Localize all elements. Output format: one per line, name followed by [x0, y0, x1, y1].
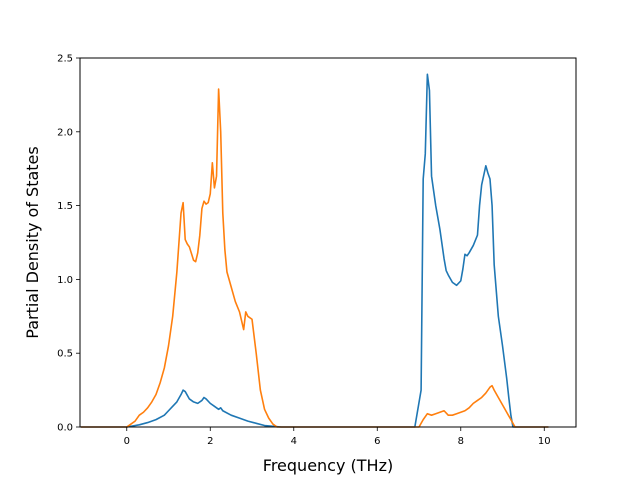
plot-frame	[79, 57, 577, 428]
x-axis-label: Frequency (THz)	[263, 456, 393, 475]
x-tick-label: 4	[291, 436, 297, 447]
y-tick-label: 1.5	[57, 201, 73, 212]
y-tick-label: 2.0	[57, 127, 73, 138]
y-tick-label: 0.0	[57, 423, 73, 434]
y-axis-label: Partial Density of States	[23, 146, 42, 338]
y-tick-label: 1.0	[57, 275, 73, 286]
plot-lines	[80, 73, 549, 428]
series-line-2	[80, 88, 549, 428]
x-tick-label: 8	[458, 436, 464, 447]
x-tick-label: 6	[374, 436, 380, 447]
x-axis-ticks: 0 2 4 6 8 10	[124, 427, 551, 447]
series-line-1	[80, 73, 549, 428]
y-axis-ticks: 0.0 0.5 1.0 1.5 2.0 2.5	[57, 54, 80, 434]
x-tick-label: 10	[538, 436, 551, 447]
y-tick-label: 0.5	[57, 349, 73, 360]
y-tick-label: 2.5	[57, 54, 73, 65]
x-tick-label: 2	[207, 436, 213, 447]
x-tick-label: 0	[124, 436, 130, 447]
